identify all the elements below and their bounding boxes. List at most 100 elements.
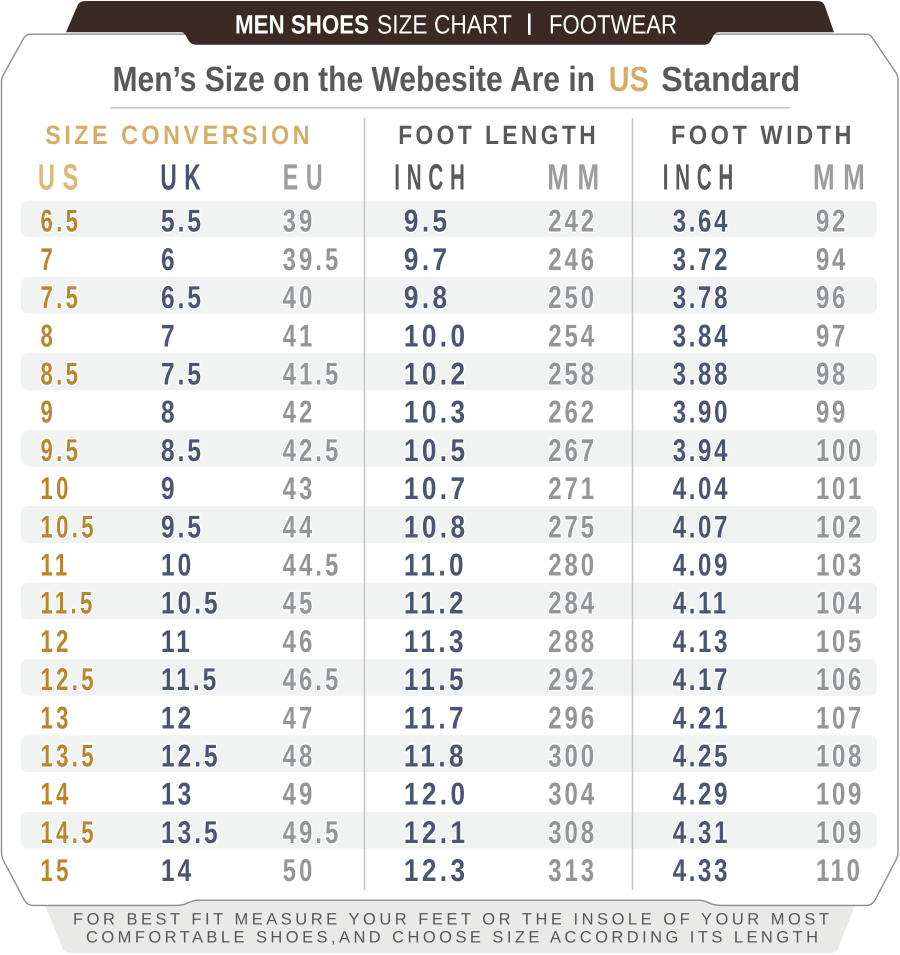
svg-text:313: 313 — [548, 852, 597, 888]
svg-text:44: 44 — [283, 508, 316, 544]
svg-text:288: 288 — [548, 623, 597, 659]
svg-text:MEN SHOES: MEN SHOES — [235, 10, 369, 40]
svg-text:109: 109 — [816, 814, 864, 850]
svg-text:100: 100 — [816, 432, 864, 468]
svg-text:98: 98 — [816, 356, 848, 392]
svg-text:304: 304 — [548, 776, 597, 812]
svg-text:8: 8 — [161, 394, 178, 430]
svg-text:12.1: 12.1 — [404, 814, 469, 850]
svg-text:15: 15 — [41, 852, 72, 888]
svg-text:3.72: 3.72 — [673, 241, 730, 277]
svg-text:275: 275 — [548, 508, 597, 544]
svg-text:US: US — [38, 157, 86, 198]
svg-text:12: 12 — [161, 699, 194, 735]
svg-text:246: 246 — [548, 241, 597, 277]
svg-text:108: 108 — [816, 738, 864, 774]
svg-text:254: 254 — [548, 317, 597, 353]
svg-text:94: 94 — [816, 241, 848, 277]
svg-text:92: 92 — [816, 203, 848, 239]
svg-text:14: 14 — [41, 776, 72, 812]
svg-text:46: 46 — [283, 623, 316, 659]
svg-text:9.5: 9.5 — [41, 432, 82, 468]
svg-text:INCH: INCH — [663, 157, 740, 198]
svg-text:6: 6 — [161, 241, 178, 277]
svg-text:250: 250 — [548, 279, 597, 315]
svg-text:3.64: 3.64 — [673, 203, 730, 239]
svg-text:4.33: 4.33 — [673, 852, 730, 888]
svg-text:FOOTWEAR: FOOTWEAR — [549, 10, 677, 40]
svg-text:42.5: 42.5 — [283, 432, 342, 468]
svg-text:258: 258 — [548, 356, 597, 392]
svg-text:39.5: 39.5 — [283, 241, 342, 277]
svg-text:96: 96 — [816, 279, 848, 315]
svg-text:105: 105 — [816, 623, 864, 659]
svg-text:40: 40 — [283, 279, 316, 315]
svg-text:11.5: 11.5 — [161, 661, 219, 697]
svg-text:103: 103 — [816, 547, 864, 583]
svg-text:13.5: 13.5 — [161, 814, 221, 850]
svg-text:4.31: 4.31 — [673, 814, 730, 850]
svg-text:10.5: 10.5 — [404, 432, 469, 468]
svg-text:7: 7 — [41, 241, 57, 277]
svg-text:50: 50 — [283, 852, 316, 888]
svg-text:3.78: 3.78 — [673, 279, 730, 315]
svg-text:4.21: 4.21 — [673, 699, 730, 735]
svg-text:12.3: 12.3 — [404, 852, 469, 888]
svg-text:4.29: 4.29 — [673, 776, 730, 812]
svg-text:7.5: 7.5 — [161, 356, 204, 392]
svg-text:9: 9 — [161, 470, 178, 506]
svg-text:14.5: 14.5 — [41, 814, 97, 850]
svg-text:109: 109 — [816, 776, 864, 812]
svg-text:US: US — [609, 60, 649, 99]
svg-text:10: 10 — [41, 470, 72, 506]
svg-text:10.5: 10.5 — [161, 585, 221, 621]
svg-text:12: 12 — [41, 623, 72, 659]
svg-text:SIZE CHART: SIZE CHART — [377, 10, 512, 40]
svg-text:INCH: INCH — [394, 157, 471, 198]
svg-text:4.25: 4.25 — [673, 738, 730, 774]
svg-text:3.94: 3.94 — [673, 432, 730, 468]
svg-text:308: 308 — [548, 814, 597, 850]
svg-text:4.09: 4.09 — [673, 547, 730, 583]
svg-text:MM: MM — [547, 157, 607, 198]
svg-text:8.5: 8.5 — [161, 432, 204, 468]
svg-text:12.5: 12.5 — [161, 738, 221, 774]
svg-text:3.84: 3.84 — [673, 317, 730, 353]
svg-text:9: 9 — [41, 394, 57, 430]
svg-text:Men’s Size on the Webesite Are: Men’s Size on the Webesite Are in — [113, 60, 596, 99]
svg-text:44.5: 44.5 — [283, 547, 342, 583]
svg-text:11.7: 11.7 — [404, 699, 467, 735]
svg-text:8.5: 8.5 — [41, 356, 82, 392]
svg-text:7: 7 — [161, 317, 178, 353]
svg-text:6.5: 6.5 — [41, 203, 82, 239]
svg-text:262: 262 — [548, 394, 597, 430]
svg-text:292: 292 — [548, 661, 597, 697]
svg-text:271: 271 — [548, 470, 597, 506]
svg-text:242: 242 — [548, 203, 597, 239]
svg-text:280: 280 — [548, 547, 597, 583]
svg-text:4.13: 4.13 — [673, 623, 730, 659]
svg-text:41: 41 — [283, 317, 316, 353]
svg-text:11.5: 11.5 — [41, 585, 96, 621]
svg-text:48: 48 — [283, 738, 316, 774]
svg-text:4.11: 4.11 — [673, 585, 729, 621]
svg-text:12.5: 12.5 — [41, 661, 97, 697]
svg-text:102: 102 — [816, 508, 864, 544]
svg-text:49.5: 49.5 — [283, 814, 342, 850]
svg-text:10.5: 10.5 — [41, 508, 97, 544]
svg-text:296: 296 — [548, 699, 597, 735]
svg-text:FOOT LENGTH: FOOT LENGTH — [398, 120, 599, 150]
svg-text:106: 106 — [816, 661, 864, 697]
svg-text:3.90: 3.90 — [673, 394, 730, 430]
svg-text:41.5: 41.5 — [283, 356, 342, 392]
svg-text:13: 13 — [41, 699, 72, 735]
svg-text:12.0: 12.0 — [404, 776, 469, 812]
svg-text:6.5: 6.5 — [161, 279, 204, 315]
svg-text:267: 267 — [548, 432, 597, 468]
svg-text:39: 39 — [283, 203, 316, 239]
svg-text:107: 107 — [816, 699, 864, 735]
svg-text:FOR BEST FIT MEASURE YOUR FEET: FOR BEST FIT MEASURE YOUR FEET OR THE IN… — [73, 911, 829, 929]
svg-text:10.7: 10.7 — [404, 470, 469, 506]
svg-text:47: 47 — [283, 699, 316, 735]
svg-text:99: 99 — [816, 394, 848, 430]
